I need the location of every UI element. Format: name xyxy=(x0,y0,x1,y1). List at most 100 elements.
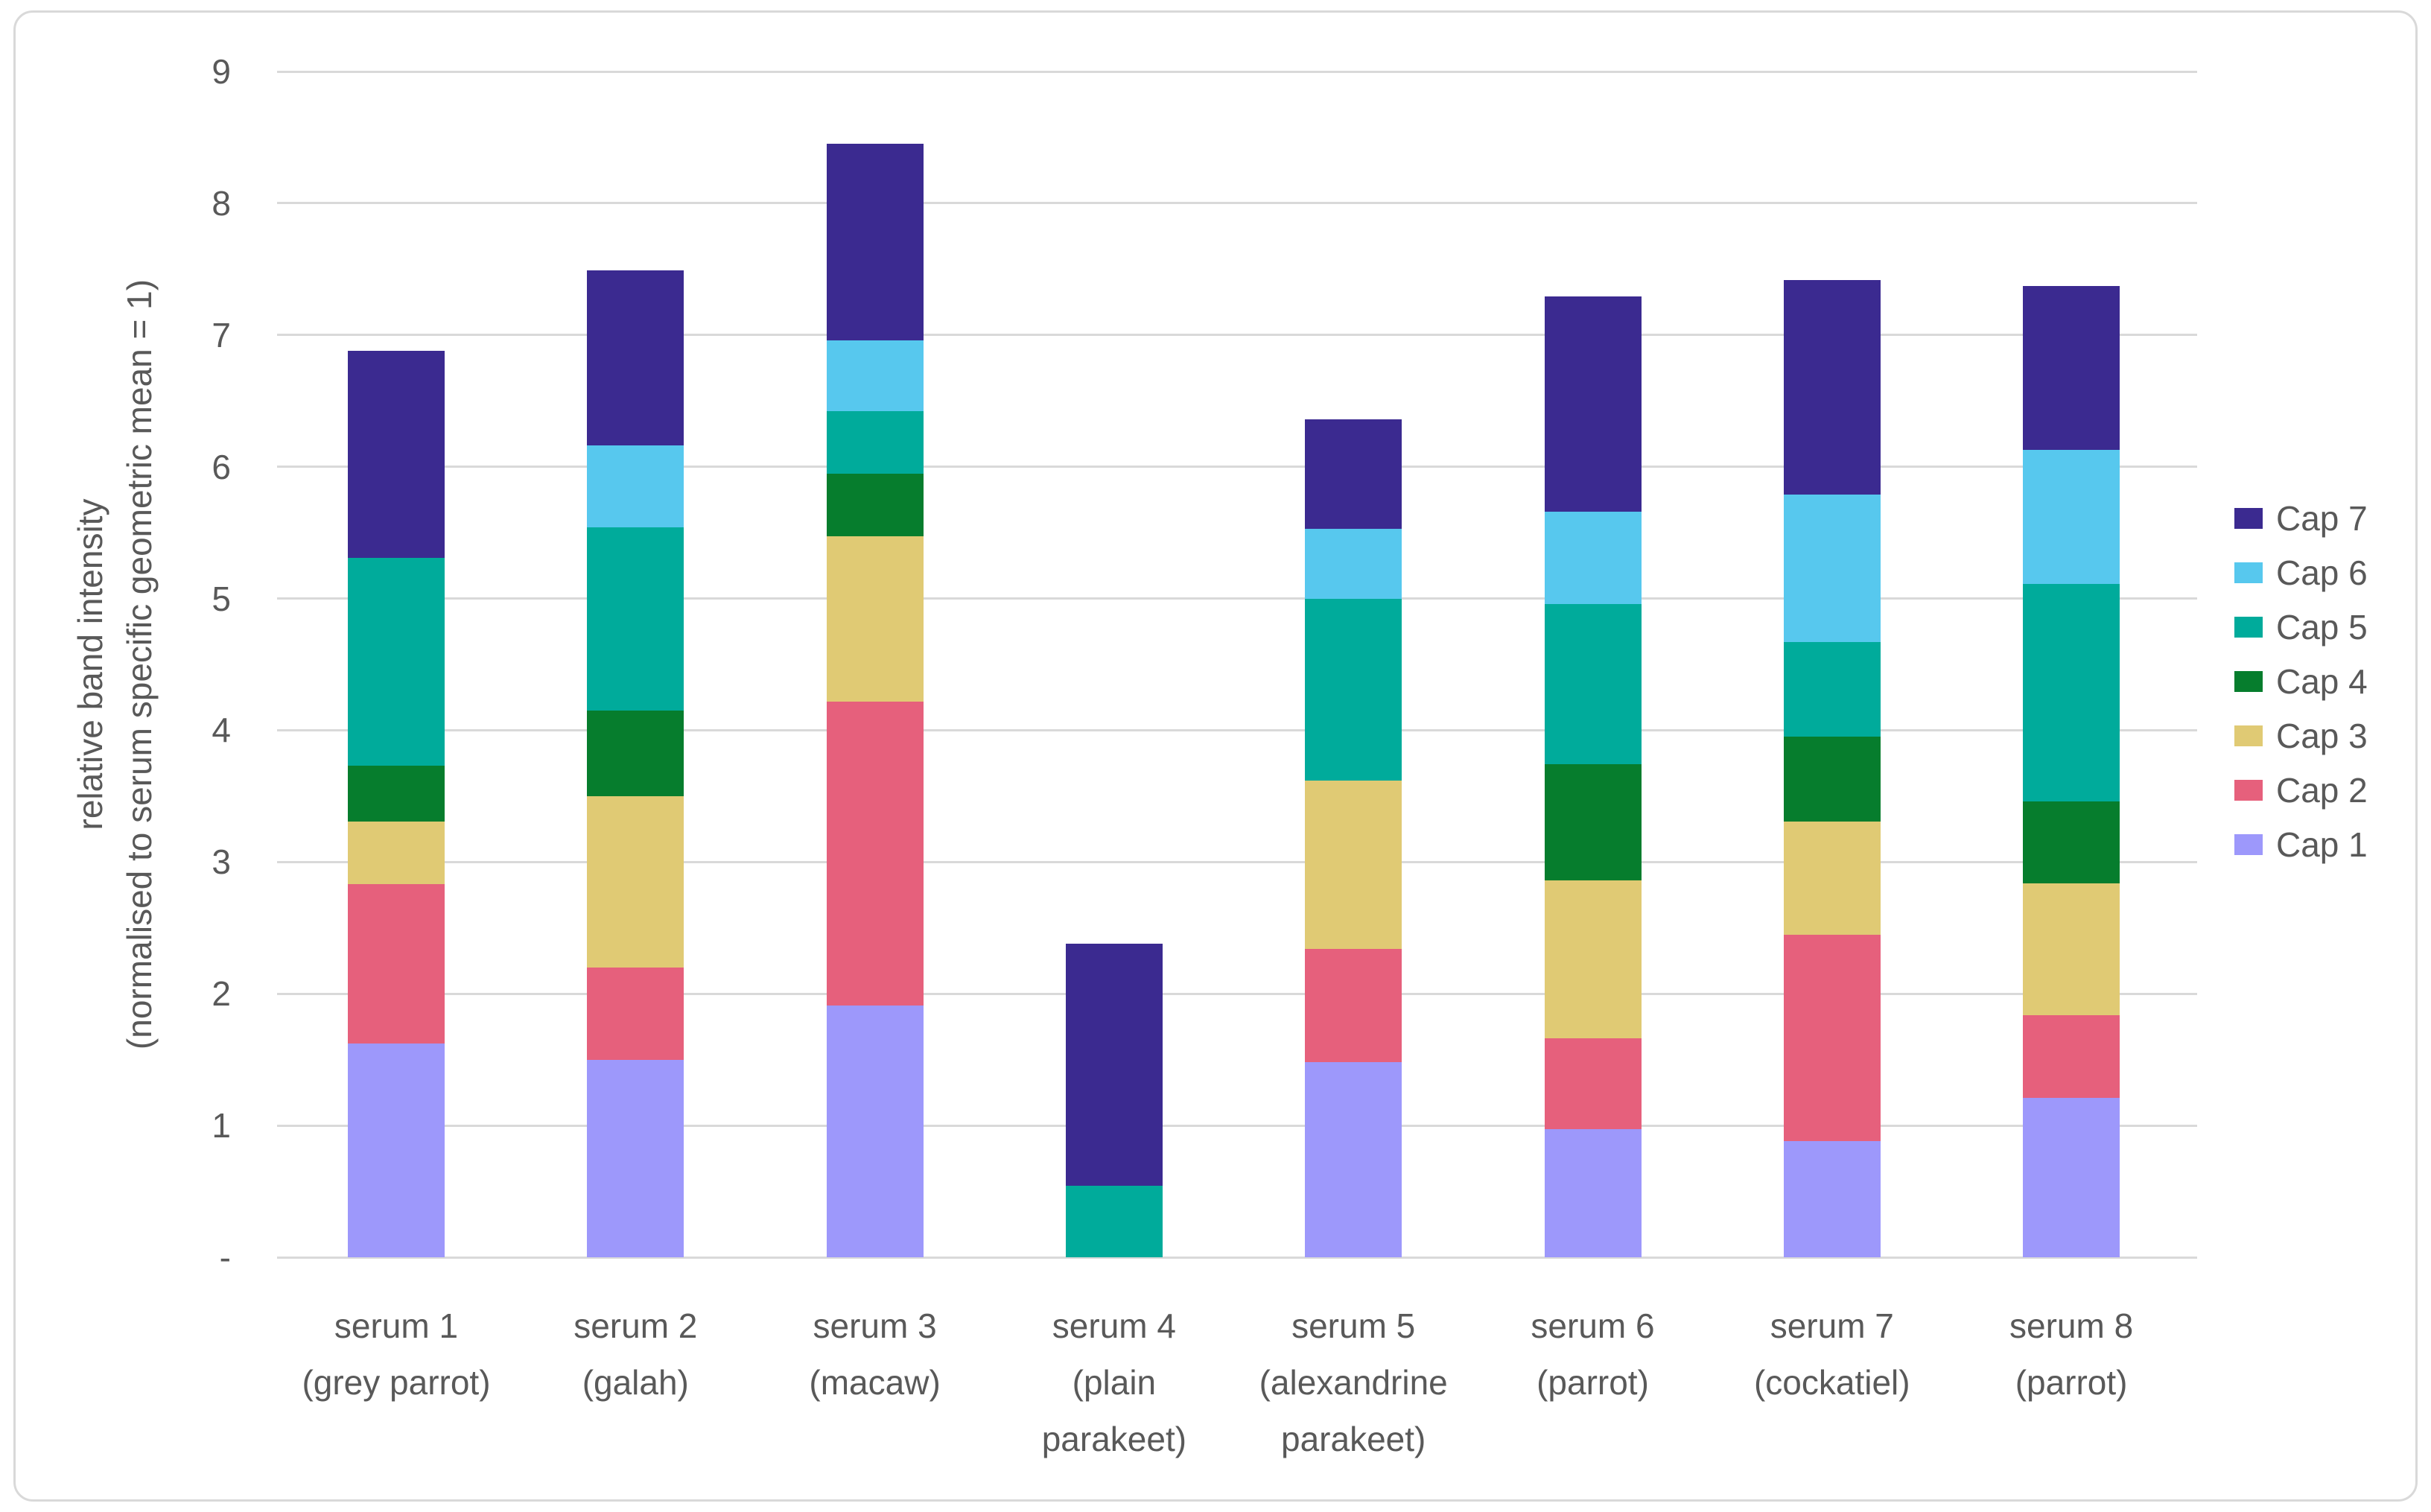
bar-segment-cap7-serum7[interactable] xyxy=(1783,279,1881,495)
legend: Cap 7 Cap 6 Cap 5 Cap 4 Cap 3 Cap 2 Cap 1 xyxy=(2234,499,2368,884)
x-category-label-serum3: serum 3 (macaw) xyxy=(749,1297,1002,1411)
x-category-label-serum4: serum 4 (plain parakeet) xyxy=(988,1297,1241,1467)
bar-segment-cap7-serum6[interactable] xyxy=(1544,296,1642,512)
x-category-label-serum6: serum 6 (parrot) xyxy=(1466,1297,1720,1411)
x-category-label-serum8: serum 8 (parrot) xyxy=(1945,1297,2198,1411)
x-category-label-line: (plain xyxy=(1072,1363,1157,1402)
bar-segment-cap5-serum8[interactable] xyxy=(2023,584,2120,801)
bar-segment-cap6-serum5[interactable] xyxy=(1305,528,1402,599)
legend-swatch-cap3[interactable] xyxy=(2234,725,2263,746)
y-tick-label-5: 5 xyxy=(212,579,231,618)
bar-segment-cap4-serum8[interactable] xyxy=(2023,801,2120,883)
legend-swatch-cap7[interactable] xyxy=(2234,508,2263,529)
bar-segment-cap5-serum4[interactable] xyxy=(1065,1186,1163,1257)
bar-segment-cap5-serum2[interactable] xyxy=(587,527,684,711)
bar-segment-cap1-serum8[interactable] xyxy=(2023,1097,2120,1257)
bar-segment-cap5-serum5[interactable] xyxy=(1305,598,1402,781)
bar-segment-cap2-serum8[interactable] xyxy=(2023,1014,2120,1098)
gridline-y7 xyxy=(277,334,2197,337)
bar-segment-cap2-serum1[interactable] xyxy=(348,884,445,1044)
gridline-y1 xyxy=(277,1124,2197,1127)
bar-segment-cap3-serum3[interactable] xyxy=(826,536,924,702)
x-category-label-line: parakeet) xyxy=(1281,1420,1426,1458)
legend-swatch-cap2[interactable] xyxy=(2234,780,2263,801)
bar-segment-cap3-serum1[interactable] xyxy=(348,821,445,885)
legend-item-cap7[interactable]: Cap 7 xyxy=(2234,499,2368,538)
y-tick-label-0: - xyxy=(219,1238,231,1277)
legend-label-cap2: Cap 2 xyxy=(2276,771,2368,810)
bar-segment-cap2-serum2[interactable] xyxy=(587,967,684,1060)
x-category-label-line: serum 4 xyxy=(1052,1306,1176,1345)
bar-segment-cap7-serum2[interactable] xyxy=(587,270,684,446)
bar-segment-cap3-serum5[interactable] xyxy=(1305,780,1402,950)
bar-segment-cap3-serum2[interactable] xyxy=(587,795,684,968)
bar-segment-cap1-serum7[interactable] xyxy=(1783,1141,1881,1257)
bar-segment-cap2-serum5[interactable] xyxy=(1305,949,1402,1063)
legend-label-cap1: Cap 1 xyxy=(2276,825,2368,864)
bar-segment-cap2-serum3[interactable] xyxy=(826,701,924,1006)
bar-segment-cap5-serum7[interactable] xyxy=(1783,641,1881,737)
x-category-label-serum1: serum 1 (grey parrot) xyxy=(270,1297,523,1411)
bar-segment-cap4-serum7[interactable] xyxy=(1783,737,1881,822)
legend-swatch-cap6[interactable] xyxy=(2234,562,2263,583)
bar-segment-cap2-serum6[interactable] xyxy=(1544,1038,1642,1130)
plot-area xyxy=(277,70,2197,1259)
bar-segment-cap6-serum6[interactable] xyxy=(1544,511,1642,604)
gridline-y6 xyxy=(277,466,2197,468)
bar-segment-cap6-serum3[interactable] xyxy=(826,340,924,412)
bar-segment-cap1-serum5[interactable] xyxy=(1305,1062,1402,1257)
bar-segment-cap4-serum2[interactable] xyxy=(587,710,684,796)
legend-label-cap4: Cap 4 xyxy=(2276,662,2368,701)
bar-segment-cap1-serum3[interactable] xyxy=(826,1006,924,1257)
y-tick-label-6: 6 xyxy=(212,447,231,486)
x-category-label-line: serum 6 xyxy=(1531,1306,1655,1345)
bar-segment-cap7-serum1[interactable] xyxy=(348,351,445,558)
x-category-label-line: serum 7 xyxy=(1770,1306,1894,1345)
legend-label-cap7: Cap 7 xyxy=(2276,499,2368,538)
bar-segment-cap3-serum7[interactable] xyxy=(1783,821,1881,935)
bar-segment-cap2-serum7[interactable] xyxy=(1783,934,1881,1142)
x-category-label-line: (cockatiel) xyxy=(1753,1363,1910,1402)
bar-segment-cap7-serum3[interactable] xyxy=(826,144,924,340)
legend-label-cap3: Cap 3 xyxy=(2276,717,2368,755)
x-category-label-serum7: serum 7 (cockatiel) xyxy=(1706,1297,1959,1411)
x-category-label-line: parakeet) xyxy=(1041,1420,1187,1458)
y-tick-label-8: 8 xyxy=(212,183,231,223)
x-category-label-line: (alexandrine xyxy=(1259,1363,1448,1402)
legend-swatch-cap1[interactable] xyxy=(2234,834,2263,855)
gridline-y2 xyxy=(277,992,2197,995)
bar-segment-cap7-serum5[interactable] xyxy=(1305,419,1402,529)
bar-segment-cap6-serum8[interactable] xyxy=(2023,449,2120,585)
bar-segment-cap4-serum6[interactable] xyxy=(1544,764,1642,881)
legend-label-cap5: Cap 5 xyxy=(2276,608,2368,647)
legend-item-cap3[interactable]: Cap 3 xyxy=(2234,717,2368,755)
bar-segment-cap7-serum4[interactable] xyxy=(1065,944,1163,1187)
bar-segment-cap3-serum6[interactable] xyxy=(1544,880,1642,1039)
bar-segment-cap1-serum1[interactable] xyxy=(348,1044,445,1257)
bar-segment-cap4-serum1[interactable] xyxy=(348,766,445,822)
bar-segment-cap5-serum6[interactable] xyxy=(1544,603,1642,765)
bar-segment-cap3-serum8[interactable] xyxy=(2023,883,2120,1015)
y-tick-label-9: 9 xyxy=(212,52,231,91)
x-category-label-serum5: serum 5 (alexandrine parakeet) xyxy=(1227,1297,1480,1467)
y-tick-label-7: 7 xyxy=(212,315,231,355)
bar-segment-cap5-serum3[interactable] xyxy=(826,411,924,474)
legend-item-cap4[interactable]: Cap 4 xyxy=(2234,662,2368,701)
bar-segment-cap7-serum8[interactable] xyxy=(2023,286,2120,450)
x-category-label-line: serum 3 xyxy=(813,1306,937,1345)
bar-segment-cap5-serum1[interactable] xyxy=(348,557,445,766)
bar-segment-cap6-serum2[interactable] xyxy=(587,445,684,528)
legend-item-cap6[interactable]: Cap 6 xyxy=(2234,553,2368,592)
legend-swatch-cap5[interactable] xyxy=(2234,617,2263,638)
legend-label-cap6: Cap 6 xyxy=(2276,553,2368,592)
legend-item-cap5[interactable]: Cap 5 xyxy=(2234,608,2368,647)
gridline-y8 xyxy=(277,202,2197,205)
legend-item-cap2[interactable]: Cap 2 xyxy=(2234,771,2368,810)
bar-segment-cap1-serum2[interactable] xyxy=(587,1059,684,1257)
bar-segment-cap4-serum3[interactable] xyxy=(826,473,924,537)
bar-segment-cap6-serum7[interactable] xyxy=(1783,494,1881,642)
legend-swatch-cap4[interactable] xyxy=(2234,671,2263,692)
bar-segment-cap1-serum6[interactable] xyxy=(1544,1129,1642,1257)
legend-item-cap1[interactable]: Cap 1 xyxy=(2234,825,2368,864)
